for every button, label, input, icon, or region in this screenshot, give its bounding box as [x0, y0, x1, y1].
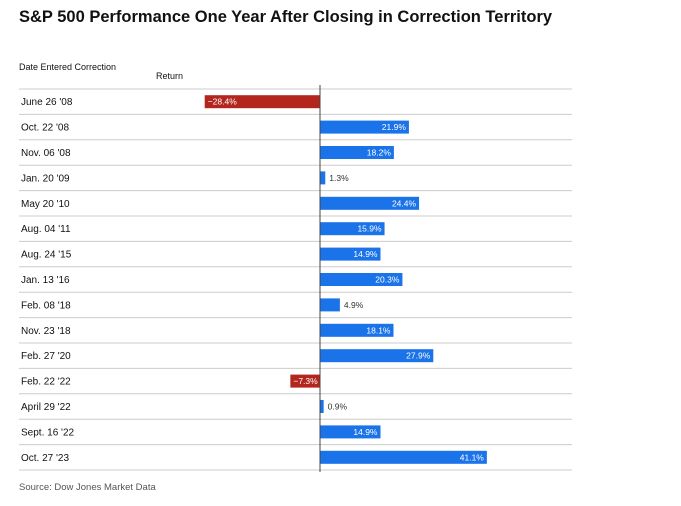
data-label: −7.3% — [293, 376, 318, 386]
category-label: Nov. 23 '18 — [21, 326, 71, 337]
bar — [320, 146, 394, 159]
category-label: May 20 '10 — [21, 199, 70, 210]
category-label: Feb. 08 '18 — [21, 300, 71, 311]
category-label: Jan. 13 '16 — [21, 275, 70, 286]
category-label: Sept. 16 '22 — [21, 427, 75, 438]
data-label: 27.9% — [406, 351, 431, 361]
data-label: 41.1% — [460, 452, 485, 462]
bar — [320, 425, 381, 439]
data-label: 14.9% — [353, 249, 378, 259]
data-label: 24.4% — [392, 198, 417, 208]
bar — [320, 222, 385, 236]
bar — [320, 450, 487, 464]
data-label: 18.1% — [366, 325, 391, 335]
bar — [320, 273, 403, 286]
category-label: April 29 '22 — [21, 402, 71, 413]
data-label: −28.4% — [208, 97, 238, 107]
data-label: 1.3% — [329, 173, 349, 183]
category-label: Feb. 27 '20 — [21, 351, 71, 362]
chart-title: S&P 500 Performance One Year After Closi… — [19, 8, 553, 26]
bar — [320, 120, 409, 134]
bar — [320, 196, 420, 210]
source-note: Source: Dow Jones Market Data — [19, 482, 156, 493]
bar — [320, 323, 394, 337]
category-label: Oct. 27 '23 — [21, 453, 69, 464]
category-label: Aug. 04 '11 — [21, 224, 71, 235]
bar — [204, 95, 320, 109]
category-label: June 26 '08 — [21, 97, 73, 108]
data-label: 0.9% — [328, 402, 348, 412]
category-label: Nov. 06 '08 — [21, 148, 71, 159]
data-label: 18.2% — [367, 148, 392, 158]
bar — [320, 298, 340, 312]
data-label: 21.9% — [382, 122, 407, 132]
bar — [320, 171, 326, 185]
data-label: 14.9% — [353, 427, 378, 437]
data-label: 4.9% — [344, 300, 364, 310]
column-header-date: Date Entered Correction — [19, 62, 117, 72]
column-header-return: Return — [156, 71, 184, 81]
category-label: Jan. 20 '09 — [21, 173, 70, 184]
bar — [320, 400, 324, 413]
category-label: Aug. 24 '15 — [21, 250, 72, 261]
bar — [290, 374, 320, 388]
category-label: Feb. 22 '22 — [21, 377, 71, 388]
data-label: 15.9% — [357, 224, 382, 234]
category-label: Oct. 22 '08 — [21, 123, 69, 134]
data-label: 20.3% — [375, 275, 400, 285]
bar — [320, 349, 434, 363]
bar — [320, 247, 381, 261]
